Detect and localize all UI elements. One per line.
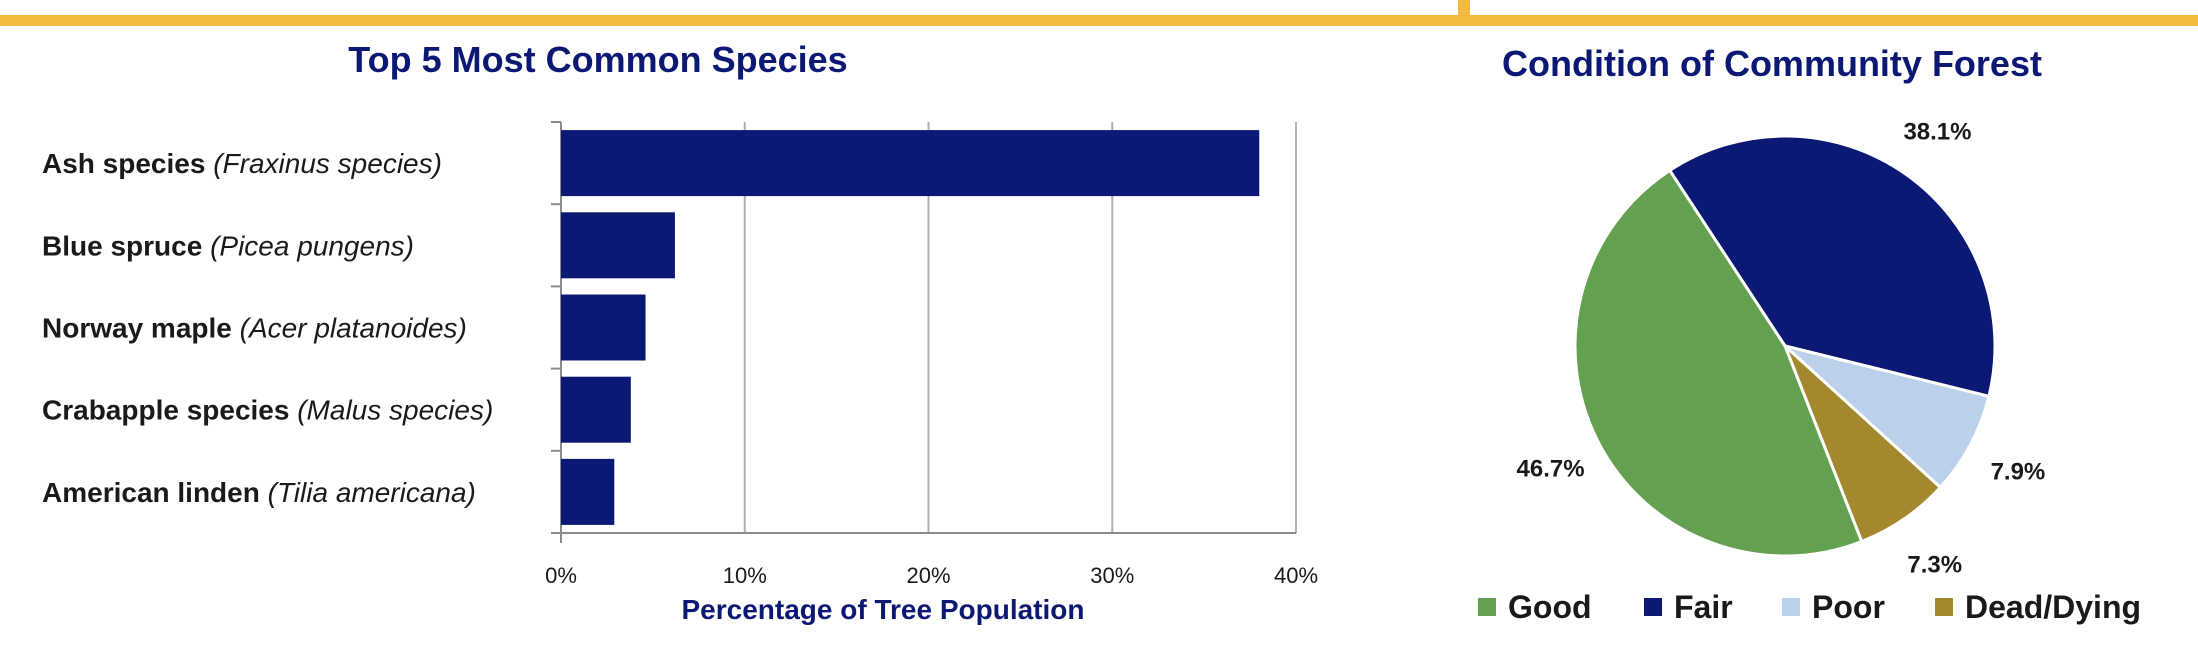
x-tick-label: 20% xyxy=(906,563,950,588)
bar-chart-bars xyxy=(561,130,1260,525)
category-scientific-name: (Tilia americana) xyxy=(268,477,476,508)
category-label: Crabapple species (Malus species) xyxy=(42,395,493,426)
condition-pie-chart: Condition of Community Forest 38.1% 7.9% 7… xyxy=(1478,43,2141,625)
pie-chart-slices xyxy=(1573,134,1997,558)
category-common-name: American linden xyxy=(42,477,268,508)
legend-label: Poor xyxy=(1812,589,1885,625)
pie-slice-poor xyxy=(1783,344,1991,490)
legend-swatch xyxy=(1935,598,1953,616)
pie-chart-data-labels: 38.1% 7.9% 7.3% 46.7% xyxy=(1517,118,2046,578)
pie-label-poor: 7.9% xyxy=(1991,458,2046,485)
bar-norway-maple xyxy=(561,294,646,361)
legend-item-fair: Fair xyxy=(1644,589,1733,625)
legend-swatch xyxy=(1478,598,1496,616)
legend-swatch xyxy=(1644,598,1662,616)
pie-label-good: 46.7% xyxy=(1517,455,1585,482)
legend-label: Dead/Dying xyxy=(1965,589,2141,625)
legend-item-good: Good xyxy=(1478,589,1592,625)
top-accent-bar-left xyxy=(0,15,1462,26)
x-tick-label: 30% xyxy=(1090,563,1134,588)
bar-blue-spruce xyxy=(561,212,675,279)
bar-crabapple-species xyxy=(561,376,631,443)
bar-chart-tick-labels: 0% 10% 20% 30% 40% xyxy=(545,563,1318,588)
category-common-name: Blue spruce xyxy=(42,230,210,261)
legend-item-dead-dying: Dead/Dying xyxy=(1935,589,2141,625)
pie-chart-title: Condition of Community Forest xyxy=(1502,43,2042,84)
pie-slice-fair xyxy=(1667,134,1997,399)
category-scientific-name: (Acer platanoides) xyxy=(240,313,467,344)
bar-ash-species xyxy=(561,130,1260,197)
category-label: Norway maple (Acer platanoides) xyxy=(42,313,467,344)
legend-swatch xyxy=(1782,598,1800,616)
category-common-name: Crabapple species xyxy=(42,395,297,426)
category-common-name: Norway maple xyxy=(42,313,240,344)
category-scientific-name: (Malus species) xyxy=(297,395,493,426)
pie-slice-good xyxy=(1573,168,1864,558)
bar-chart-x-axis-title: Percentage of Tree Population xyxy=(682,594,1085,625)
legend-label: Fair xyxy=(1674,589,1733,625)
x-tick-label: 0% xyxy=(545,563,577,588)
category-label: Ash species (Fraxinus species) xyxy=(42,148,442,179)
pie-chart-legend: Good Fair Poor Dead/Dying xyxy=(1478,589,2141,625)
x-tick-label: 10% xyxy=(723,563,767,588)
category-scientific-name: (Fraxinus species) xyxy=(213,148,442,179)
pie-label-fair: 38.1% xyxy=(1903,118,1971,145)
category-scientific-name: (Picea pungens) xyxy=(210,230,414,261)
bar-american-linden xyxy=(561,458,615,525)
bar-chart-category-labels: Ash species (Fraxinus species) Blue spruc… xyxy=(42,148,493,508)
category-common-name: Ash species xyxy=(42,148,213,179)
bar-chart-title: Top 5 Most Common Species xyxy=(348,39,847,80)
species-bar-chart: Top 5 Most Common Species Ash species (F… xyxy=(42,39,1318,625)
x-tick-label: 40% xyxy=(1274,563,1318,588)
category-label: American linden (Tilia americana) xyxy=(42,477,476,508)
top-accent-bar-right xyxy=(1466,15,2198,26)
category-label: Blue spruce (Picea pungens) xyxy=(42,230,414,261)
legend-label: Good xyxy=(1508,589,1592,625)
legend-item-poor: Poor xyxy=(1782,589,1885,625)
pie-label-dead-dying: 7.3% xyxy=(1907,551,1962,578)
